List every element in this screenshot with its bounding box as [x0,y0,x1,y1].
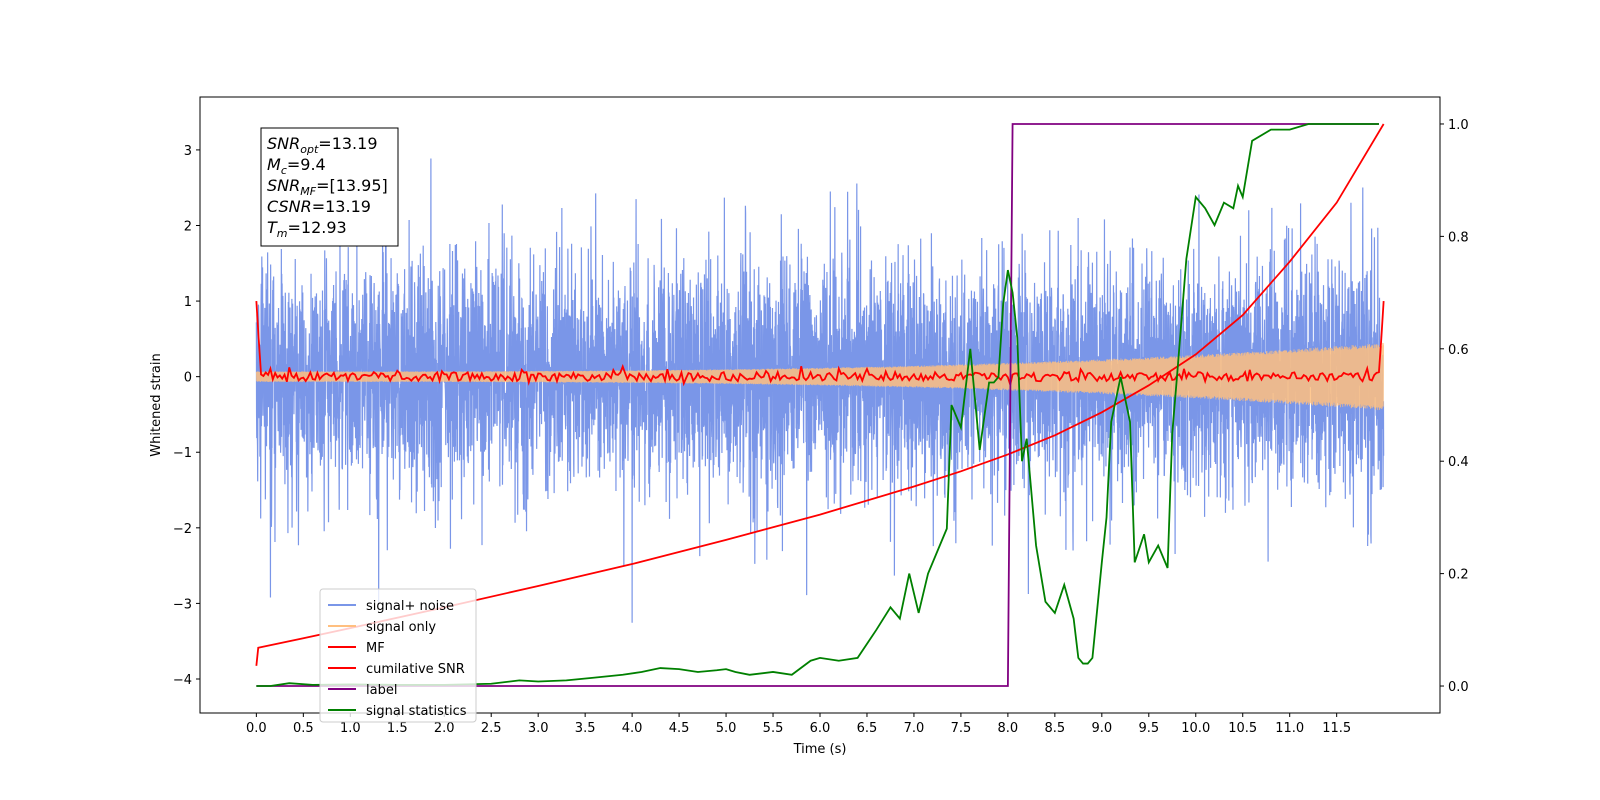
x-tick-label: 8.5 [1045,721,1066,736]
y2-tick-label: 0.8 [1448,230,1469,245]
x-tick-label: 7.5 [951,721,972,736]
annotation-box: SNRopt=13.19Mc=9.4SNRMF=[13.95]CSNR=13.1… [260,127,399,247]
legend-label: cumilative SNR [366,662,465,677]
annotation-line: CSNR=13.19 [267,197,371,216]
x-tick-label: 0.5 [293,721,314,736]
legend: signal+ noise signal only MF cumilative SNR… [319,588,477,723]
x-tick-label: 9.5 [1138,721,1159,736]
y-tick-label: −4 [173,673,192,688]
x-tick-label: 9.0 [1091,721,1112,736]
x-tick-label: 8.0 [998,721,1019,736]
axes-ticks: 0.0 0.5 1.0 1.5 2.0 2.5 3.0 3.5 4.0 4.5 5.0 5.5 6.0 6… [173,118,1469,736]
series-4-line [256,123,1379,687]
legend-label: MF [366,641,385,656]
y-tick-label: 1 [184,295,192,310]
x-tick-label: 10.5 [1228,721,1257,736]
x-tick-label: 6.5 [857,721,878,736]
annotation-line: Mc=9.4 [267,155,326,177]
legend-label: signal+ noise [366,599,454,614]
x-tick-label: 4.0 [622,721,643,736]
x-tick-label: 0.0 [246,721,267,736]
annotation-frame [260,127,399,247]
y-axis-label: Whitened strain [149,353,164,456]
x-tick-label: 10.0 [1181,721,1210,736]
legend-frame [319,588,477,723]
annotation-line: SNRopt=13.19 [267,134,378,156]
y-tick-label: 2 [184,219,192,234]
legend-label: label [366,683,397,698]
x-tick-label: 3.5 [575,721,596,736]
x-tick-label: 1.0 [340,721,361,736]
y2-tick-label: 1.0 [1448,118,1469,133]
x-tick-label: 11.5 [1322,721,1351,736]
x-tick-label: 2.0 [434,721,455,736]
y2-tick-label: 0.4 [1448,455,1469,470]
x-tick-label: 11.0 [1275,721,1304,736]
x-tick-label: 7.0 [904,721,925,736]
series-5-line [256,123,1379,687]
x-tick-label: 6.0 [810,721,831,736]
x-tick-label: 1.5 [387,721,408,736]
x-tick-label: 4.5 [669,721,690,736]
x-axis-label: Time (s) [793,742,847,757]
y-tick-label: 3 [184,144,192,159]
y-tick-label: −3 [173,597,192,612]
x-tick-label: 3.0 [528,721,549,736]
series-2-line [255,301,1385,389]
x-tick-label: 5.5 [763,721,784,736]
legend-label: signal only [366,620,436,635]
x-tick-label: 5.0 [716,721,737,736]
y2-tick-label: 0.2 [1448,568,1469,583]
y-tick-label: −2 [173,522,192,537]
series-1-line [255,342,1385,411]
y2-tick-label: 0.0 [1448,680,1469,695]
x-tick-label: 2.5 [481,721,502,736]
y-tick-label: −1 [173,446,192,461]
annotation-line: Tm=12.93 [267,218,347,240]
legend-label: signal statistics [366,704,467,719]
annotation-line: SNRMF=[13.95] [267,176,388,198]
y-tick-label: 0 [184,371,192,386]
y2-tick-label: 0.6 [1448,343,1469,358]
